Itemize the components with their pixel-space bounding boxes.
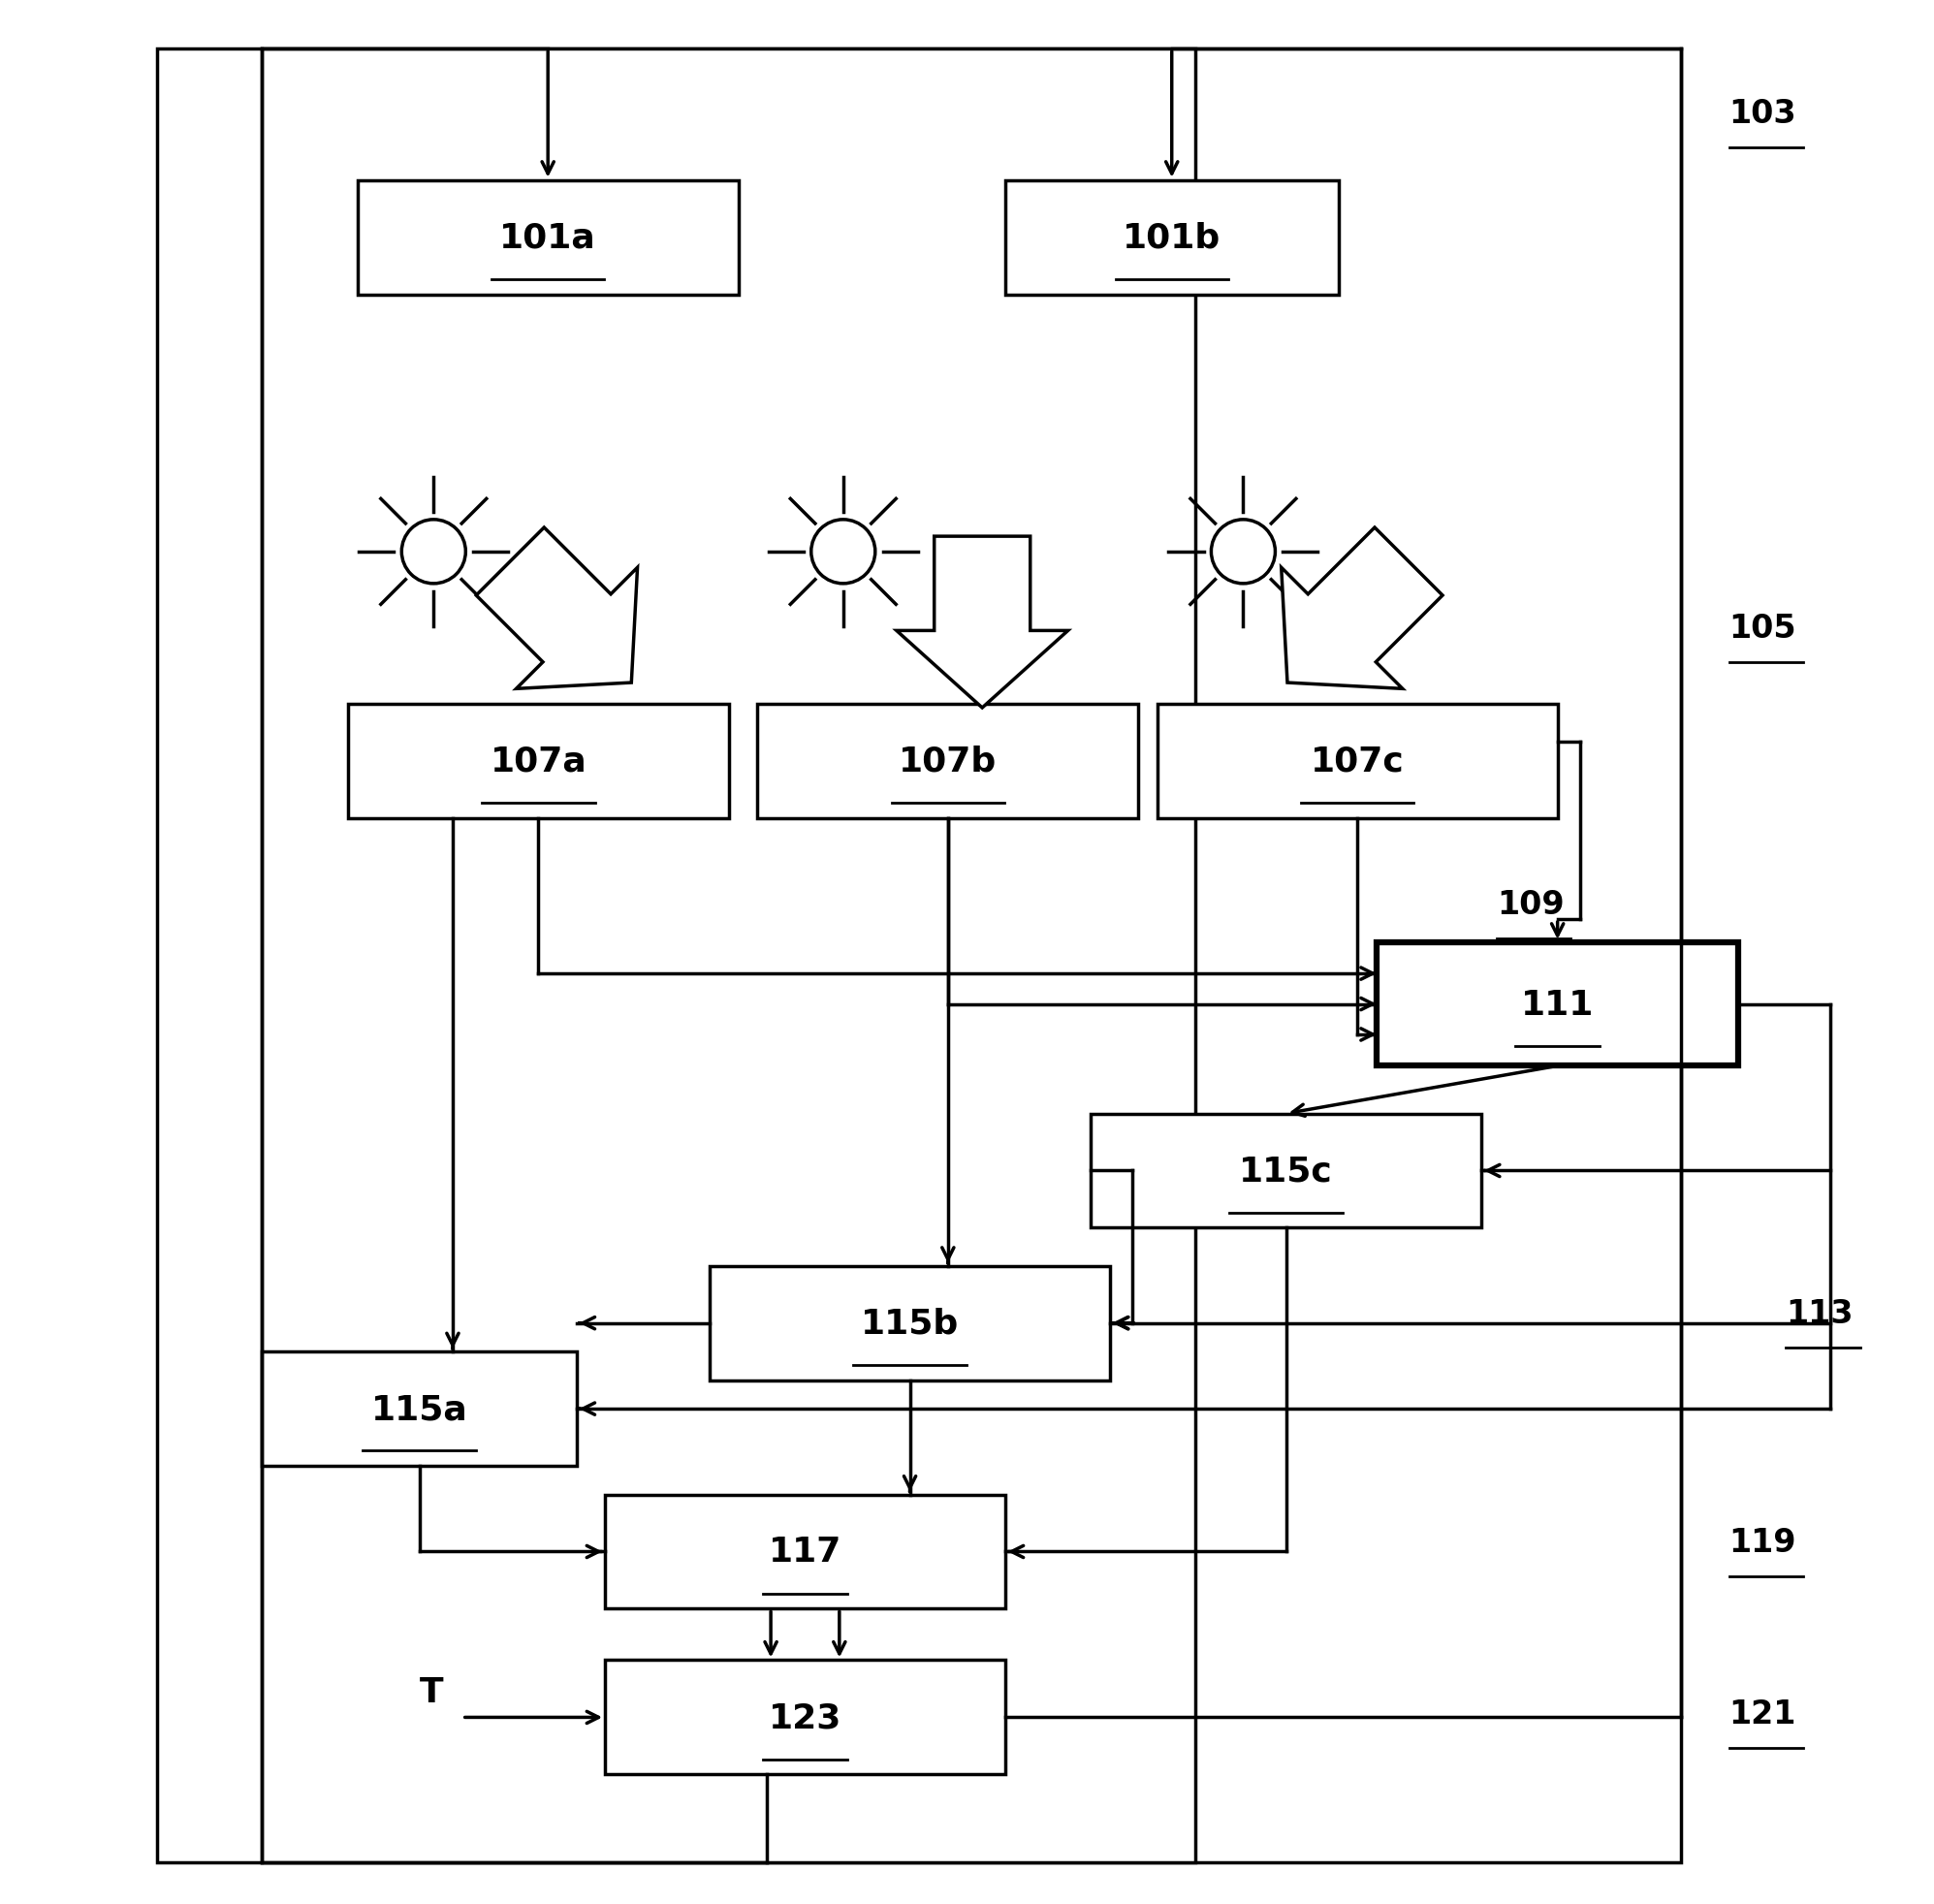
Text: 111: 111 bbox=[1520, 988, 1594, 1021]
Text: 101b: 101b bbox=[1124, 221, 1220, 255]
Text: 101a: 101a bbox=[499, 221, 596, 255]
Text: 119: 119 bbox=[1729, 1527, 1797, 1557]
Text: 107c: 107c bbox=[1311, 744, 1404, 779]
Text: 103: 103 bbox=[1729, 99, 1797, 129]
FancyBboxPatch shape bbox=[1006, 181, 1338, 295]
Text: 115c: 115c bbox=[1240, 1154, 1333, 1188]
Circle shape bbox=[402, 520, 466, 585]
Text: 121: 121 bbox=[1729, 1698, 1797, 1729]
Text: 117: 117 bbox=[768, 1535, 841, 1569]
Text: 113: 113 bbox=[1787, 1299, 1853, 1329]
Polygon shape bbox=[1282, 527, 1443, 689]
Text: 105: 105 bbox=[1729, 613, 1797, 644]
Polygon shape bbox=[476, 527, 638, 689]
Text: 107a: 107a bbox=[489, 744, 586, 779]
Text: 115b: 115b bbox=[861, 1306, 959, 1340]
FancyBboxPatch shape bbox=[605, 1495, 1006, 1609]
FancyBboxPatch shape bbox=[157, 50, 1681, 1862]
FancyBboxPatch shape bbox=[1091, 1114, 1481, 1228]
Text: 107b: 107b bbox=[899, 744, 998, 779]
FancyBboxPatch shape bbox=[710, 1266, 1110, 1380]
FancyBboxPatch shape bbox=[263, 50, 1195, 1862]
Text: T: T bbox=[420, 1676, 443, 1708]
FancyBboxPatch shape bbox=[758, 704, 1139, 819]
Text: 109: 109 bbox=[1497, 889, 1565, 920]
FancyBboxPatch shape bbox=[348, 704, 729, 819]
Polygon shape bbox=[897, 537, 1068, 708]
FancyBboxPatch shape bbox=[358, 181, 739, 295]
Circle shape bbox=[1211, 520, 1275, 585]
FancyBboxPatch shape bbox=[1157, 704, 1557, 819]
Text: 123: 123 bbox=[768, 1700, 841, 1735]
FancyBboxPatch shape bbox=[263, 1352, 576, 1466]
Circle shape bbox=[810, 520, 876, 585]
FancyBboxPatch shape bbox=[1377, 942, 1739, 1066]
FancyBboxPatch shape bbox=[605, 1660, 1006, 1775]
Text: 115a: 115a bbox=[371, 1392, 468, 1426]
